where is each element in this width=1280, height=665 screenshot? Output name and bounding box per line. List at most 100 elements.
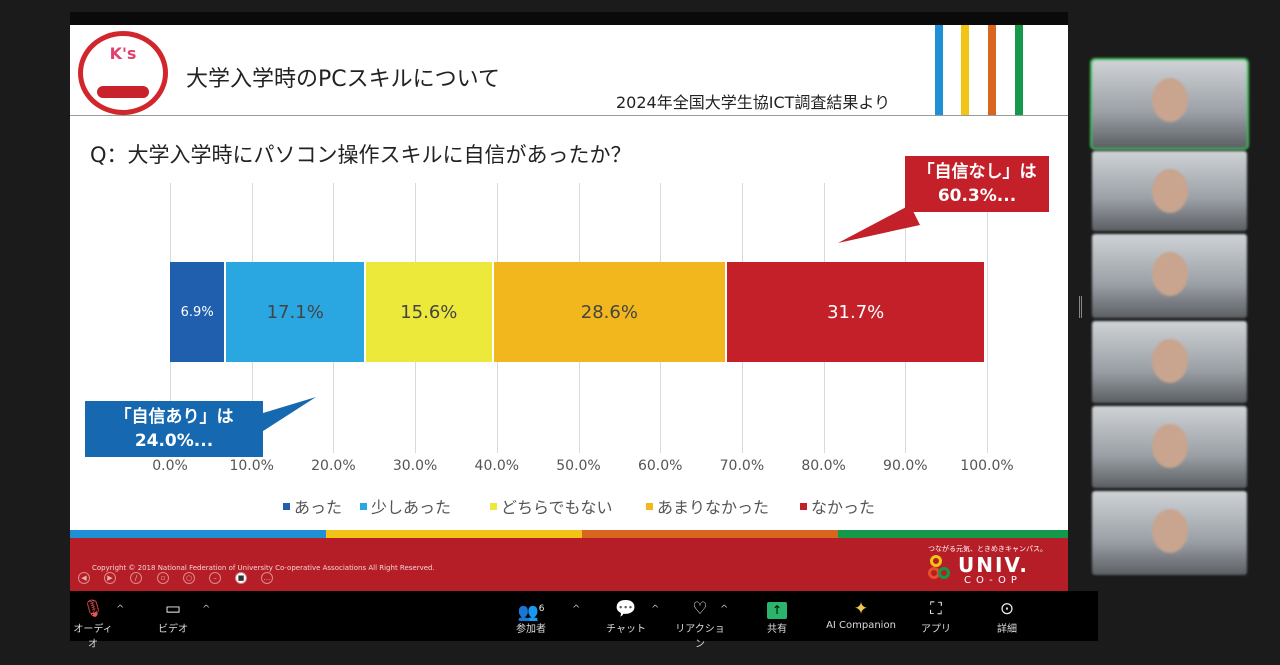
more-icon: ⊙ <box>999 599 1015 619</box>
participants-caret[interactable]: ^ <box>572 604 581 615</box>
ai-label: AI Companion <box>826 620 896 631</box>
question-text: Q：大学入学時にパソコン操作スキルに自信があったか？ <box>90 143 632 167</box>
legend-item: なかった <box>800 494 875 518</box>
participant-tile[interactable] <box>1092 321 1247 403</box>
callout-line: 「自信あり」は <box>114 407 234 427</box>
legend-label: あまりなかった <box>657 498 770 517</box>
callout-no-confidence: 「自信なし」は 60.3%... <box>905 156 1049 212</box>
share-label: 共有 <box>767 624 787 635</box>
bar-segment: 6.9% <box>170 262 227 362</box>
audio-label: オーディオ <box>73 624 113 650</box>
x-tick-label: 90.0% <box>883 458 928 474</box>
univ-coop-logo: UNIV. CO-OP <box>928 553 1038 587</box>
bar-segment: 28.6% <box>493 262 728 362</box>
share-button[interactable]: ↑ 共有 <box>757 598 797 635</box>
participant-tile[interactable] <box>1092 491 1247 575</box>
callout-line: 60.3%... <box>937 186 1017 206</box>
color-strip <box>70 530 1068 538</box>
apps-label: アプリ <box>921 624 951 635</box>
slides-icon[interactable]: ▫ <box>157 572 169 584</box>
bar-segment: 15.6% <box>366 262 494 362</box>
participant-tile[interactable] <box>1092 151 1247 231</box>
reactions-label: リアクション <box>675 624 725 650</box>
participants-button[interactable]: 👥6 参加者 <box>510 598 552 635</box>
ai-companion-button[interactable]: ✦ AI Companion <box>822 598 900 631</box>
legend-label: どちらでもない <box>501 498 613 517</box>
shared-slide: K's 大学入学時のPCスキルについて 2024年全国大学生協ICT調査結果より… <box>70 25 1068 591</box>
mic-muted-icon: 🎙 <box>82 599 104 619</box>
bar-segment: 17.1% <box>226 262 367 362</box>
legend-item: あった <box>283 494 342 518</box>
x-tick-label: 70.0% <box>719 458 765 474</box>
video-options-caret[interactable]: ^ <box>202 604 211 615</box>
camera-icon[interactable]: ■ <box>235 572 247 584</box>
chat-label: チャット <box>606 624 646 635</box>
video-camera-icon: ▭ <box>164 599 182 619</box>
audio-button[interactable]: 🎙 オーディオ <box>70 598 116 650</box>
legend-item: どちらでもない <box>490 494 613 518</box>
gridline <box>987 183 988 453</box>
data-label: 28.6% <box>580 301 638 323</box>
audio-options-caret[interactable]: ^ <box>116 604 125 615</box>
stripe-orange <box>988 25 996 115</box>
share-icon: ↑ <box>757 598 797 620</box>
legend-item: 少しあった <box>360 494 451 518</box>
legend-label: なかった <box>811 498 876 517</box>
callout-pointer <box>838 205 920 243</box>
bar-segment: 31.7% <box>727 262 987 362</box>
more-options-icon[interactable]: … <box>261 572 273 584</box>
legend-swatch <box>360 502 367 510</box>
apps-button[interactable]: ⛶ アプリ <box>915 598 957 635</box>
next-slide-button[interactable]: ▶ <box>104 572 116 584</box>
subtitle-icon[interactable]: – <box>209 572 221 584</box>
x-tick-label: 10.0% <box>229 458 274 474</box>
apps-icon: ⛶ <box>930 599 942 619</box>
x-tick-label: 30.0% <box>392 458 438 474</box>
video-label: ビデオ <box>158 624 188 635</box>
participant-tile[interactable] <box>1092 406 1247 488</box>
legend-swatch <box>800 502 807 510</box>
copyright: Copyright © 2018 National Federation of … <box>92 564 435 572</box>
callout-pointer <box>250 397 316 433</box>
reactions-caret[interactable]: ^ <box>720 604 729 615</box>
chat-button[interactable]: 💬 チャット <box>605 598 647 635</box>
sparkle-icon: ✦ <box>853 599 869 619</box>
x-tick-label: 100.0% <box>960 458 1014 474</box>
x-tick-label: 60.0% <box>637 458 683 474</box>
reactions-button[interactable]: ♡ リアクション <box>672 598 728 650</box>
coop-tagline: つながる元気、ときめきキャンパス。 <box>928 545 1047 553</box>
x-tick-label: 0.0% <box>152 458 188 474</box>
chat-icon: 💬 <box>615 599 637 619</box>
header-divider <box>70 115 1068 116</box>
panel-resize-handle[interactable] <box>1079 296 1082 318</box>
stripe-blue <box>935 25 943 115</box>
x-tick-label: 20.0% <box>311 458 356 474</box>
stripe-yellow <box>961 25 969 115</box>
legend-swatch <box>283 502 290 510</box>
chat-caret[interactable]: ^ <box>651 604 660 615</box>
legend-swatch <box>490 502 497 510</box>
data-label: 6.9% <box>180 304 214 320</box>
slide-title: 大学入学時のPCスキルについて <box>186 67 500 92</box>
participant-tile[interactable] <box>1092 234 1247 318</box>
zoom-icon[interactable]: ○ <box>183 572 195 584</box>
window-top-bar <box>70 12 1068 25</box>
participants-icon: 👥6 <box>517 602 545 623</box>
legend-label: 少しあった <box>371 498 452 517</box>
legend-item: あまりなかった <box>646 494 769 518</box>
x-tick-label: 80.0% <box>801 458 846 474</box>
x-tick-label: 50.0% <box>556 458 601 474</box>
heart-icon: ♡ <box>692 599 708 619</box>
legend-label: あった <box>294 498 343 517</box>
participant-tile[interactable] <box>1090 58 1249 150</box>
callout-line: 24.0%... <box>134 431 214 451</box>
video-button[interactable]: ▭ ビデオ <box>152 598 194 635</box>
pen-icon[interactable]: / <box>130 572 142 584</box>
callout-confidence: 「自信あり」は 24.0%... <box>85 401 263 457</box>
more-button[interactable]: ⊙ 詳細 <box>986 598 1028 635</box>
more-label: 詳細 <box>997 624 1017 635</box>
slide-source: 2024年全国大学生協ICT調査結果より <box>616 93 891 112</box>
callout-line: 「自信なし」は <box>917 162 1037 182</box>
participants-count: 6 <box>538 604 545 614</box>
prev-slide-button[interactable]: ◀ <box>78 572 90 584</box>
